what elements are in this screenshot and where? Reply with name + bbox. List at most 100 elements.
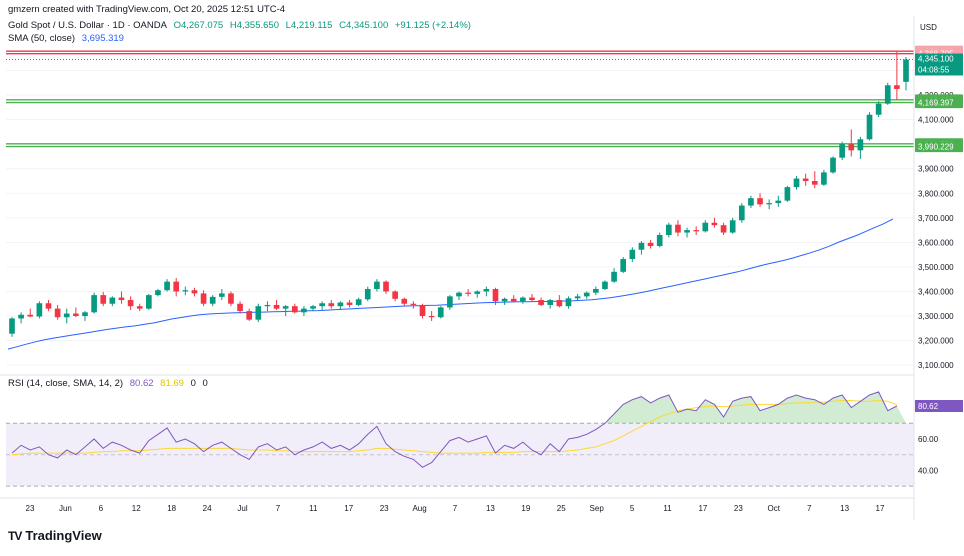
- candle-body: [218, 293, 225, 297]
- candle: [127, 296, 134, 310]
- candle: [209, 295, 216, 307]
- candle-body: [593, 289, 599, 293]
- candle-body: [520, 297, 526, 302]
- candle-body: [839, 144, 845, 158]
- candle-body: [611, 271, 617, 282]
- candle: [474, 290, 481, 298]
- candle: [100, 291, 107, 307]
- candle: [73, 307, 79, 318]
- candle: [684, 227, 690, 238]
- candle-body: [583, 292, 590, 297]
- candle-body: [228, 293, 234, 304]
- candle-body: [766, 203, 772, 205]
- time-tick-label: 25: [557, 504, 566, 513]
- candle: [428, 311, 435, 321]
- candle: [328, 300, 335, 309]
- candle-body: [191, 290, 198, 294]
- candle: [665, 222, 672, 238]
- sma50-line: [7, 218, 894, 350]
- countdown-label: 04:08:55: [918, 65, 950, 74]
- candle: [748, 195, 754, 208]
- candle-body: [54, 308, 61, 318]
- candle: [54, 304, 61, 320]
- candle-body: [45, 303, 52, 309]
- candle: [583, 291, 590, 299]
- candle: [200, 290, 207, 307]
- rsi-line: [11, 391, 898, 468]
- candle-body: [857, 139, 864, 151]
- price-tick-label: 3,300.000: [918, 312, 954, 321]
- ohlc-legend: Gold Spot / U.S. Dollar · 1D · OANDA O4,…: [8, 20, 475, 32]
- candle-body: [565, 298, 572, 307]
- price-tick-label: 4,100.000: [918, 116, 954, 125]
- candle: [529, 293, 535, 302]
- candle: [155, 289, 161, 297]
- candle: [355, 297, 362, 307]
- symbol-label[interactable]: Gold Spot / U.S. Dollar · 1D · OANDA: [8, 20, 167, 31]
- candle-body: [282, 306, 289, 309]
- candle-body: [401, 298, 408, 304]
- candle-body: [748, 198, 754, 206]
- last-price-label: 4,345.100: [918, 54, 954, 63]
- candle: [839, 141, 845, 161]
- time-tick-label: 23: [380, 504, 389, 513]
- candle-body: [529, 297, 535, 301]
- candle-body: [27, 314, 34, 317]
- time-tick-label: 12: [132, 504, 141, 513]
- candle: [173, 277, 180, 297]
- rsi-extra-2: 0: [202, 378, 208, 389]
- time-tick-label: Aug: [412, 504, 426, 513]
- candle: [492, 287, 499, 305]
- candle-body: [757, 198, 763, 205]
- candle-body: [291, 306, 298, 313]
- candle-body: [164, 281, 170, 291]
- time-tick-label: 6: [99, 504, 104, 513]
- sma-legend[interactable]: SMA (50, close) 3,695.319: [8, 33, 128, 45]
- rsi-sma-line: [11, 399, 898, 456]
- open-value: O4,267.075: [173, 20, 224, 31]
- candle-body: [775, 200, 782, 204]
- candle: [565, 296, 572, 309]
- support-tag: 3,990.229: [918, 143, 954, 152]
- time-tick-label: 23: [734, 504, 743, 513]
- candle-body: [91, 295, 97, 313]
- change-value: +91.125 (+2.14%): [394, 20, 471, 31]
- candle-body: [903, 59, 909, 82]
- candle-body: [209, 296, 216, 304]
- time-tick-label: 11: [309, 504, 318, 513]
- candle: [410, 301, 417, 309]
- candle: [802, 173, 809, 186]
- candle: [310, 304, 316, 312]
- tradingview-wordmark: TradingView: [25, 528, 102, 543]
- sma-label: SMA (50, close): [8, 33, 76, 44]
- candle: [501, 297, 508, 305]
- rsi-extra-1: 0: [190, 378, 196, 389]
- tradingview-brand[interactable]: TV TradingView: [8, 528, 102, 543]
- candle-body: [18, 314, 24, 319]
- candle: [146, 293, 152, 310]
- candle-body: [875, 103, 882, 115]
- candle-body: [894, 85, 900, 89]
- time-tick-label: 11: [663, 504, 672, 513]
- candle: [483, 286, 490, 297]
- candle-body: [501, 298, 508, 302]
- support-tag-bg: [915, 141, 963, 153]
- candle-body: [200, 293, 207, 304]
- candle-body: [109, 297, 116, 304]
- candle: [337, 301, 344, 310]
- rsi-legend[interactable]: RSI (14, close, SMA, 14, 2) 80.62 81.69 …: [8, 378, 212, 390]
- candle: [63, 308, 70, 324]
- close-value: C4,345.100: [339, 20, 389, 31]
- time-tick-label: 17: [876, 504, 885, 513]
- candle-body: [793, 178, 800, 188]
- candle: [711, 217, 718, 228]
- candle-body: [638, 242, 645, 250]
- candle: [702, 220, 709, 233]
- currency-label: USD: [920, 23, 937, 32]
- candle-body: [173, 281, 180, 292]
- candle: [775, 195, 782, 207]
- candle-body: [437, 307, 444, 318]
- candle: [364, 286, 371, 302]
- candle-body: [182, 290, 189, 292]
